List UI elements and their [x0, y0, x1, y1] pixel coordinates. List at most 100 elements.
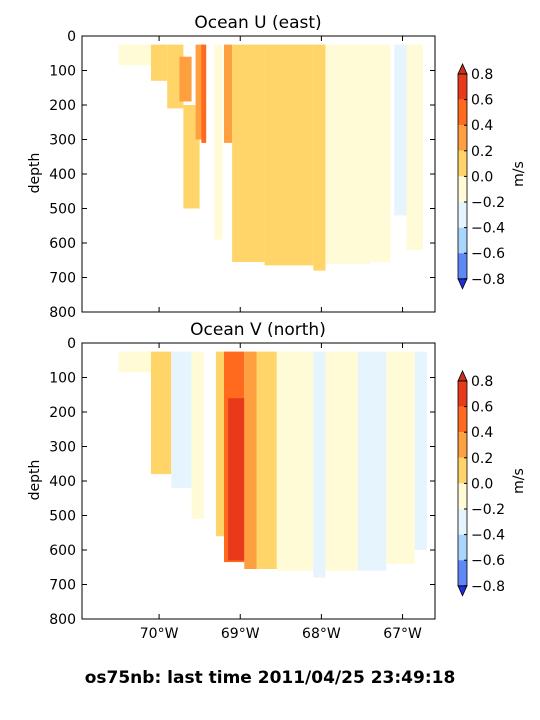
x-tick-label: 69°W [221, 626, 260, 642]
colorbar-tick-label: 0.0 [471, 169, 493, 185]
y-tick-label: 400 [49, 167, 76, 183]
y-tick-label: 0 [67, 29, 76, 45]
x-ticks-ocean-v: 70°W 69°W 68°W 67°W [140, 343, 422, 642]
plot-area-ocean-v [81, 342, 436, 620]
x-tick-label: 67°W [383, 626, 422, 642]
colorbar-tick-label: −0.2 [471, 502, 505, 518]
colorbar-tick-label: −0.4 [471, 221, 505, 237]
colorbar-segment [458, 560, 467, 586]
y-tick-label: 500 [49, 202, 76, 218]
contour-band [232, 44, 265, 262]
y-ticks-ocean-u: 0 100 200 300 400 500 600 700 800 [49, 29, 435, 321]
y-tick-label: 600 [49, 236, 76, 252]
y-tick-label: 800 [49, 612, 76, 628]
plot-area-ocean-u [81, 35, 436, 313]
panel-ocean-v: Ocean V (north) depth 0 100 200 300 400 500 60… [27, 320, 436, 642]
contour-band [325, 44, 342, 264]
contour-band [276, 351, 314, 571]
contour-band [256, 351, 277, 569]
panel-title-ocean-u: Ocean U (east) [194, 13, 321, 33]
y-tick-label: 200 [49, 405, 76, 421]
contour-band [325, 351, 358, 571]
contour-band [264, 44, 314, 266]
colorbar-label-ocean-u: m/s [511, 161, 527, 187]
colorbar-extend-min [457, 278, 468, 290]
y-ticks-ocean-v: 0 100 200 300 400 500 600 700 800 [49, 336, 435, 628]
colorbar-label-ocean-v: m/s [511, 468, 527, 494]
y-tick-label: 500 [49, 509, 76, 525]
colorbar-tick-label: 0.2 [471, 451, 493, 467]
y-tick-label: 600 [49, 543, 76, 559]
panel-ocean-u: Ocean U (east) depth 0 100 200 300 400 500 600… [27, 13, 436, 321]
contour-band [214, 44, 223, 240]
contour-band [394, 44, 407, 216]
colorbar-segment [458, 381, 467, 407]
colorbar-tick-label: −0.2 [471, 195, 505, 211]
contour-band [171, 351, 192, 488]
contour-band [228, 398, 245, 561]
y-axis-label-ocean-u: depth [27, 153, 43, 194]
contour-band [370, 44, 391, 262]
y-tick-label: 100 [49, 371, 76, 387]
y-tick-label: 800 [49, 305, 76, 321]
colorbar-segment [458, 483, 467, 509]
colorbar-tick-label: 0.2 [471, 144, 493, 160]
colorbar-tick-label: −0.8 [471, 272, 505, 288]
contour-band [151, 351, 172, 475]
colorbar-tick-label: 0.4 [471, 118, 493, 134]
colorbar-tick-label: −0.6 [471, 553, 505, 569]
colorbar-extend-max [457, 63, 468, 75]
contour-band [151, 44, 168, 81]
colorbar-segment [458, 432, 467, 458]
colorbar-ocean-u: m/s 0.8 0.6 0.4 0.2 0.0 −0.2 −0.4 −0.6 −0.8 [457, 63, 527, 290]
contour-band [195, 44, 204, 140]
colorbar-segment [458, 176, 467, 202]
contour-band [191, 351, 204, 519]
y-tick-label: 300 [49, 133, 76, 149]
colorbar-segment [458, 534, 467, 561]
contour-band [386, 351, 415, 564]
colorbar-segment [458, 99, 467, 126]
y-axis-label-ocean-v: depth [27, 460, 43, 501]
contour-band [118, 44, 151, 66]
colorbar-extend-min [457, 585, 468, 597]
colorbar-segment [458, 150, 467, 177]
colorbar-segment [458, 253, 467, 279]
colorbar-tick-label: 0.0 [471, 476, 493, 492]
colorbar-ocean-v: m/s 0.8 0.6 0.4 0.2 0.0 −0.2 −0.4 −0.6 −0.8 [457, 370, 527, 597]
colorbar-tick-label: −0.6 [471, 246, 505, 262]
footer-last-time: os75nb: last time 2011/04/25 23:49:18 [85, 668, 456, 688]
x-tick-label: 70°W [140, 626, 179, 642]
contour-band [341, 44, 371, 264]
colorbar-segment [458, 202, 467, 228]
colorbar-segment [458, 125, 467, 151]
contour-band [406, 44, 423, 250]
contour-band [244, 351, 257, 569]
contour-band [215, 351, 224, 537]
contour-band [414, 351, 427, 550]
contour-band [224, 44, 233, 143]
x-tick-label: 68°W [302, 626, 341, 642]
colorbar-tick-label: 0.4 [471, 425, 493, 441]
panel-title-ocean-v: Ocean V (north) [190, 320, 326, 340]
contour-band [313, 351, 326, 578]
colorbar-tick-label: −0.4 [471, 528, 505, 544]
colorbar-tick-label: 0.6 [471, 93, 493, 109]
contour-band [179, 56, 192, 102]
colorbar-tick-label: 0.8 [471, 67, 493, 83]
y-tick-label: 700 [49, 578, 76, 594]
colorbar-segment [458, 406, 467, 433]
y-tick-label: 400 [49, 474, 76, 490]
contour-band [118, 351, 151, 373]
y-tick-label: 700 [49, 271, 76, 287]
colorbar-tick-label: 0.8 [471, 374, 493, 390]
colorbar-segment [458, 227, 467, 254]
colorbar-tick-label: −0.8 [471, 579, 505, 595]
contour-band [167, 44, 184, 109]
colorbar-segment [458, 74, 467, 100]
colorbar-segment [458, 509, 467, 535]
y-tick-label: 200 [49, 98, 76, 114]
colorbar-segment [458, 457, 467, 484]
colorbar-tick-label: 0.6 [471, 400, 493, 416]
